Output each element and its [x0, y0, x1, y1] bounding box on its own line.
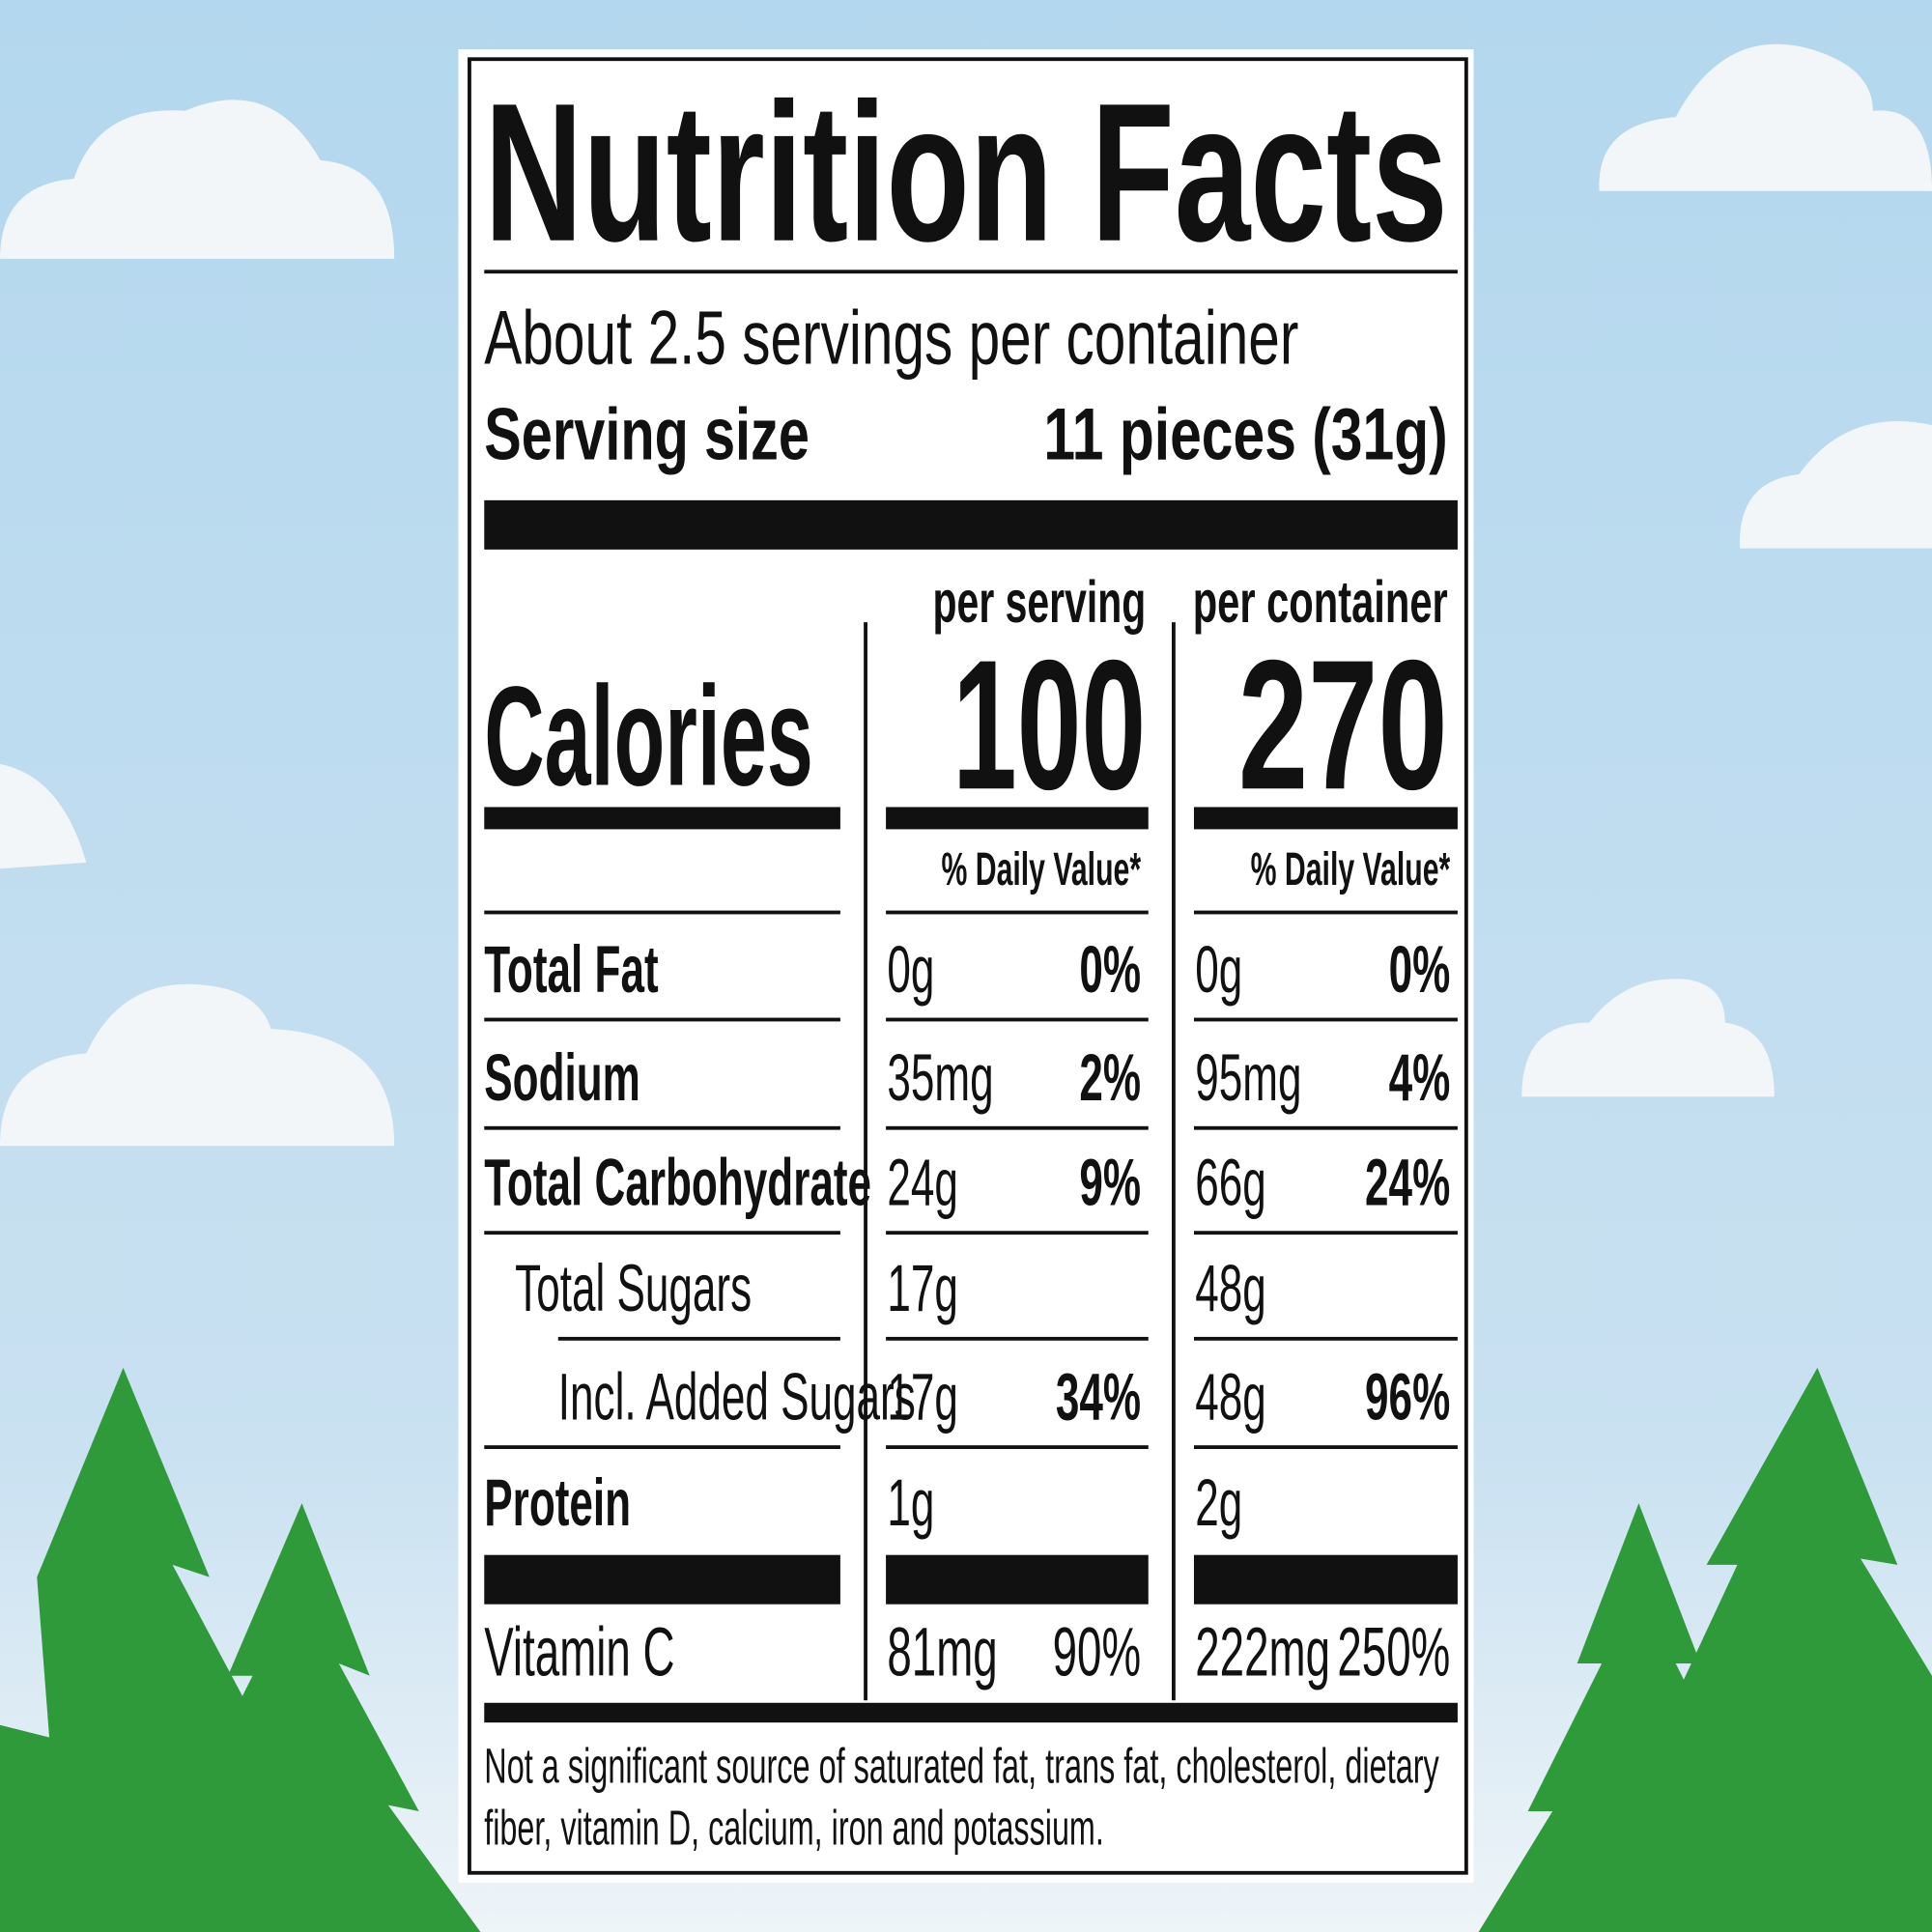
column-divider — [864, 622, 867, 1701]
rule — [484, 270, 1458, 274]
daily-value: 34% — [1056, 1361, 1141, 1435]
amount: 1g — [887, 1466, 934, 1540]
amount: 81mg — [887, 1613, 997, 1690]
servings: About 2.5 servings per container — [484, 294, 1298, 380]
amount: 17g — [887, 1252, 958, 1325]
amount: 24g — [887, 1147, 958, 1220]
column-header: per serving — [933, 569, 1147, 635]
rule — [886, 910, 1149, 915]
rule — [484, 1125, 840, 1130]
rule — [484, 1231, 840, 1236]
daily-value: 0% — [1389, 933, 1451, 1007]
amount: 48g — [1195, 1252, 1266, 1325]
amount: 2g — [1195, 1466, 1242, 1540]
serving-size: 11 pieces (31g) — [1043, 394, 1447, 476]
rule — [1193, 1231, 1458, 1236]
trees — [0, 1367, 1932, 1932]
rule — [557, 1336, 840, 1341]
nutrient-name: Protein — [484, 1466, 631, 1540]
rule — [1193, 1017, 1458, 1022]
nutrition-label: Nutrition Facts About 2.5 servings per c… — [484, 63, 1458, 1855]
thick-bar — [484, 1554, 840, 1605]
title: Nutrition Facts — [484, 63, 1447, 283]
nutrient-name: Incl. Added Sugars — [558, 1361, 916, 1435]
rule — [886, 1125, 1149, 1130]
label-border — [468, 57, 1468, 1875]
amount: 0g — [1195, 933, 1242, 1007]
nutrient-name: Total Sugars — [515, 1252, 752, 1325]
daily-value: 9% — [1079, 1147, 1141, 1220]
daily-value: 4% — [1389, 1041, 1451, 1115]
footnote: Not a significant source of saturated fa… — [484, 1739, 1439, 1794]
daily-value: 24% — [1365, 1147, 1450, 1220]
rule — [1193, 910, 1458, 915]
rule — [1193, 1445, 1458, 1449]
nutrient-name: Total Fat — [484, 933, 658, 1007]
amount: 35mg — [887, 1041, 993, 1115]
calories-value: 270 — [1238, 621, 1448, 828]
amount: 0g — [887, 933, 934, 1007]
bar — [484, 807, 840, 830]
daily-value-header: % Daily Value* — [1251, 843, 1451, 895]
rule — [886, 1231, 1149, 1236]
rule — [886, 1017, 1149, 1022]
nutrient-name: Vitamin C — [484, 1613, 674, 1690]
calories-label: Calories — [484, 657, 813, 815]
nutrient-name: Sodium — [484, 1041, 640, 1115]
daily-value: 96% — [1365, 1361, 1450, 1435]
bar — [886, 807, 1149, 830]
thick-bar — [1193, 1554, 1458, 1605]
column-header: per container — [1193, 569, 1448, 635]
amount: 66g — [1195, 1147, 1266, 1220]
thick-bar — [484, 499, 1458, 550]
daily-value-header: % Daily Value* — [941, 843, 1141, 895]
daily-value: 250% — [1337, 1613, 1450, 1690]
rule — [886, 1445, 1149, 1449]
rule — [484, 1445, 840, 1449]
bar — [484, 1702, 1458, 1723]
clouds — [0, 43, 1932, 1147]
column-divider — [1172, 622, 1176, 1701]
footnote: fiber, vitamin D, calcium, iron and pota… — [484, 1800, 1104, 1855]
daily-value: 2% — [1079, 1041, 1141, 1115]
amount: 222mg — [1195, 1613, 1330, 1690]
rule — [484, 910, 840, 915]
serving-size-label: Serving size — [484, 394, 810, 476]
daily-value: 90% — [1053, 1613, 1141, 1690]
rule — [1193, 1336, 1458, 1341]
calories-value: 100 — [952, 621, 1146, 828]
rule — [484, 1017, 840, 1022]
amount: 48g — [1195, 1361, 1266, 1435]
nutrient-name: Total Carbohydrate — [484, 1147, 871, 1220]
thick-bar — [886, 1554, 1149, 1605]
rule — [1193, 1125, 1458, 1130]
amount: 95mg — [1195, 1041, 1301, 1115]
rule — [886, 1336, 1149, 1341]
amount: 17g — [887, 1361, 958, 1435]
bar — [1193, 807, 1458, 830]
daily-value: 0% — [1079, 933, 1141, 1007]
